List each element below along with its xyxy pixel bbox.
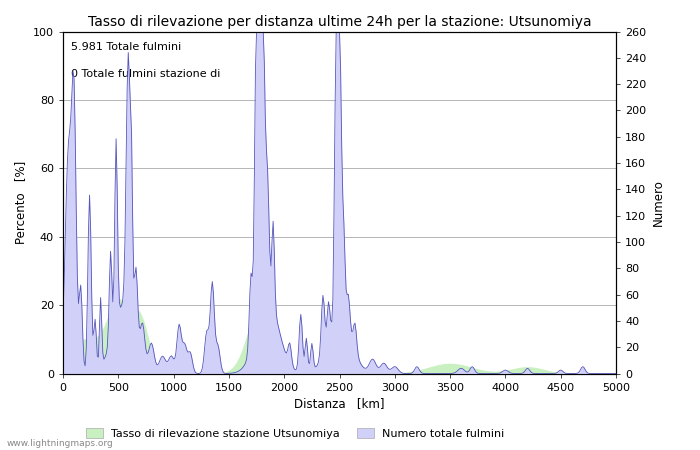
- Text: 5.981 Totale fulmini: 5.981 Totale fulmini: [71, 42, 181, 52]
- Text: www.lightningmaps.org: www.lightningmaps.org: [7, 439, 113, 448]
- Y-axis label: Percento   [%]: Percento [%]: [15, 161, 27, 244]
- Legend: Tasso di rilevazione stazione Utsunomiya, Numero totale fulmini: Tasso di rilevazione stazione Utsunomiya…: [81, 423, 509, 443]
- Y-axis label: Numero: Numero: [652, 179, 665, 226]
- X-axis label: Distanza   [km]: Distanza [km]: [294, 397, 385, 410]
- Text: 0 Totale fulmini stazione di: 0 Totale fulmini stazione di: [71, 69, 220, 79]
- Title: Tasso di rilevazione per distanza ultime 24h per la stazione: Utsunomiya: Tasso di rilevazione per distanza ultime…: [88, 15, 592, 29]
